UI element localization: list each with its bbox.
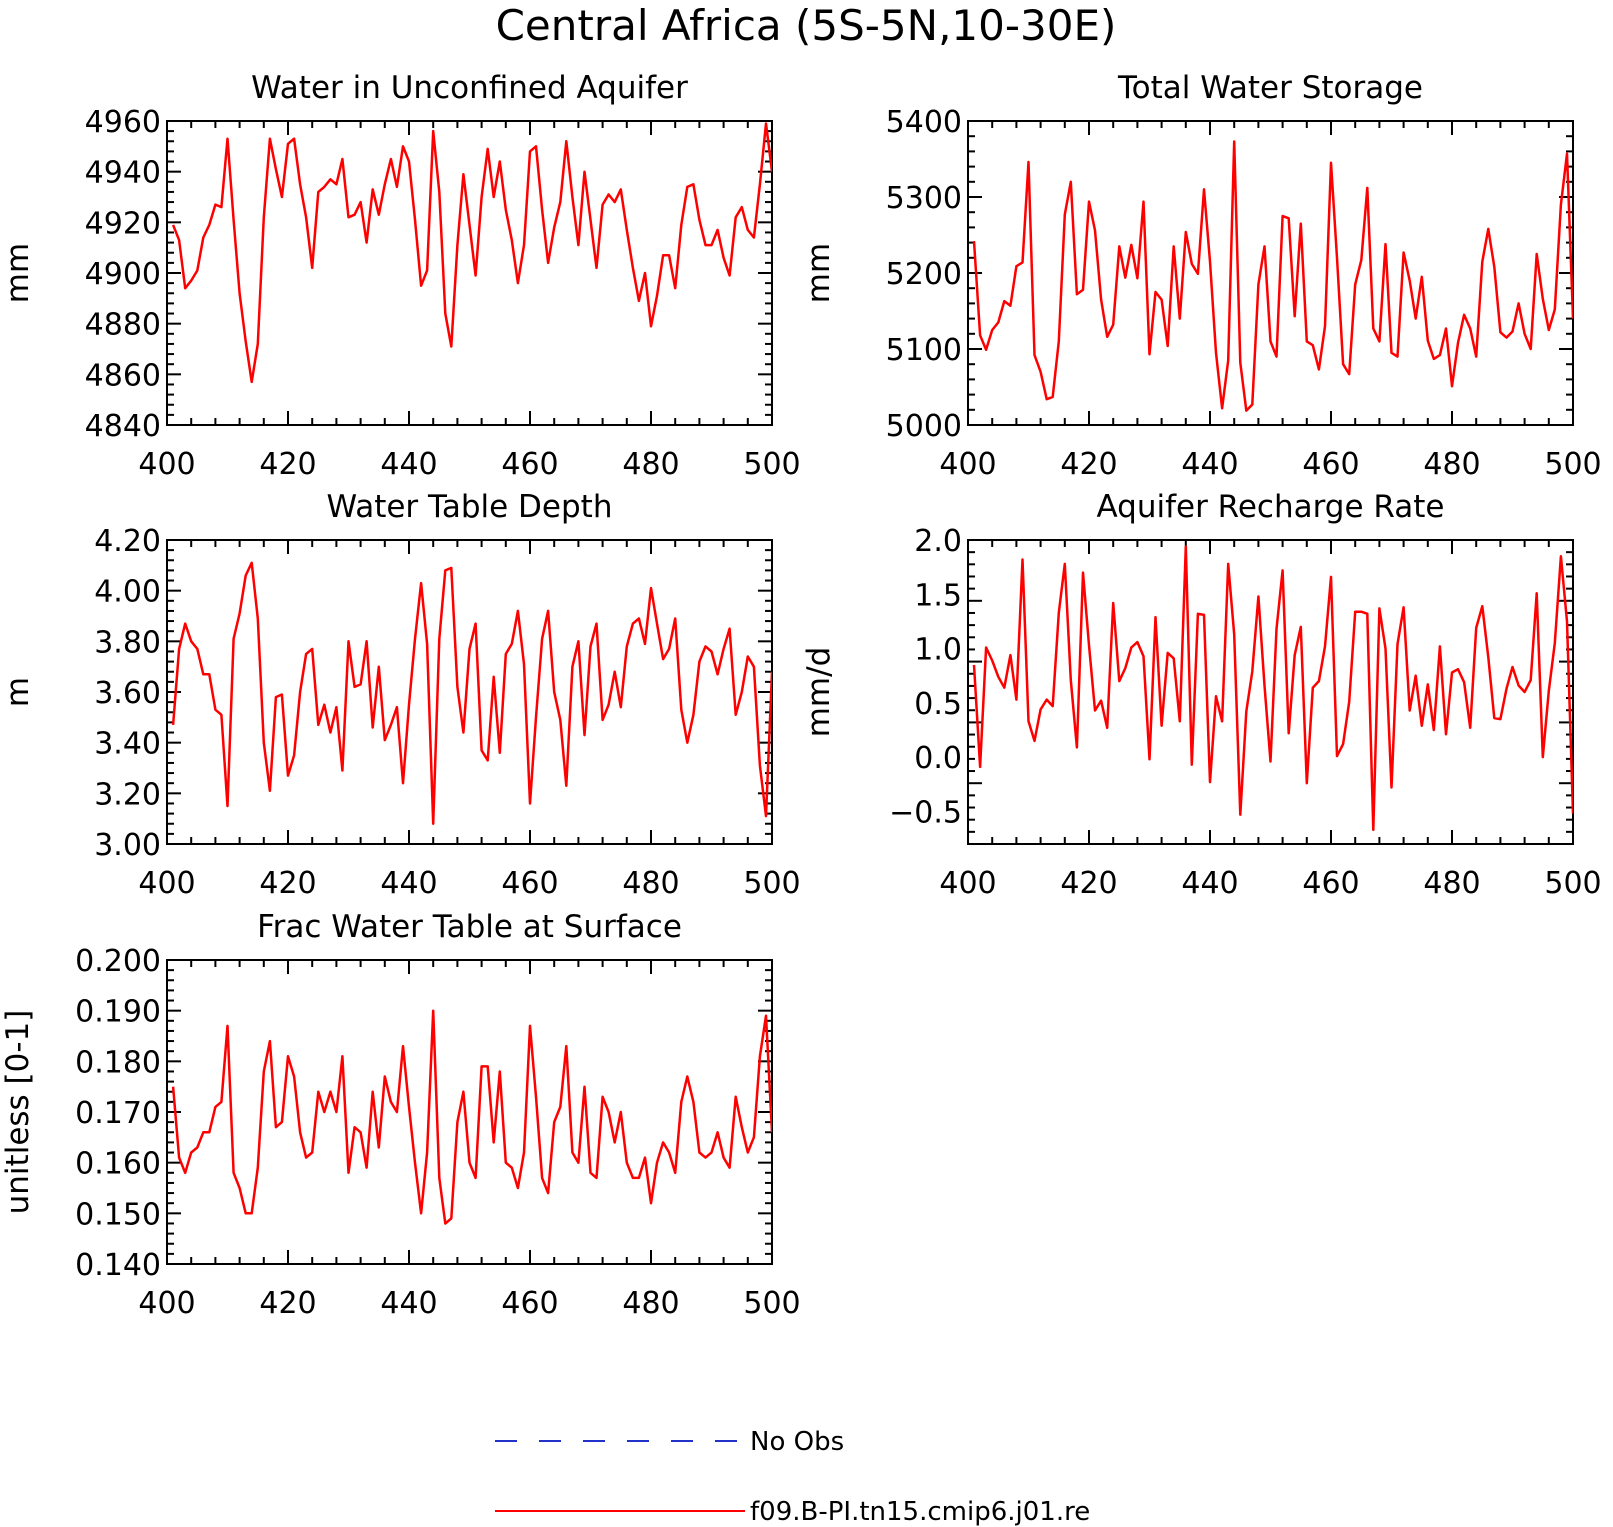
y-axis-label: mm — [0, 243, 36, 303]
y-tick-label: 4960 — [85, 105, 161, 140]
panel-frac-water-table-at-surface: 400 420 440 460 480 500 0.140 0.150 0.160 0.170 0.… — [0, 909, 801, 1321]
y-tick-label: 1.5 — [914, 578, 962, 613]
plot-frame — [166, 120, 773, 426]
series-line — [972, 140, 1573, 412]
x-tick-label: 440 — [380, 866, 437, 901]
y-tick-label: 0.200 — [75, 944, 161, 979]
panel-total-water-storage: 400 420 440 460 480 500 5000 5100 5200 5300 5400 To… — [801, 70, 1602, 482]
y-axis-label: mm/d — [801, 647, 837, 738]
panels: 400 420 440 460 480 500 4840 4860 4880 4900 4920 49… — [0, 70, 1602, 1321]
y-tick-label: 3.80 — [94, 625, 161, 660]
y-tick-label: 0.190 — [75, 995, 161, 1030]
legend: No Obs f09.B-PI.tn15.cmip6.j01.re — [495, 1427, 1090, 1527]
panel-title: Aquifer Recharge Rate — [1097, 489, 1445, 525]
panel-title: Total Water Storage — [1117, 70, 1423, 106]
y-tick-label: 5300 — [886, 181, 962, 216]
panel-title: Water in Unconfined Aquifer — [251, 70, 688, 106]
panel-title: Frac Water Table at Surface — [257, 909, 682, 945]
x-tick-label: 500 — [743, 1286, 800, 1321]
x-tick-label: 480 — [1423, 447, 1480, 482]
x-tick-label: 420 — [1060, 866, 1117, 901]
x-tick-label: 400 — [939, 866, 996, 901]
y-tick-label: 0.170 — [75, 1096, 161, 1131]
y-tick-label: 0.0 — [914, 741, 962, 776]
panel-water-in-unconfined-aquifer: 400 420 440 460 480 500 4840 4860 4880 4900 4920 49… — [0, 70, 801, 482]
x-tick-label: 400 — [138, 1286, 195, 1321]
panel-water-table-depth: 400 420 440 460 480 500 3.00 3.20 3.40 3.60 3.80 4.… — [0, 489, 801, 901]
x-tick-label: 400 — [138, 447, 195, 482]
y-tick-label: 0.150 — [75, 1197, 161, 1232]
series-line — [171, 122, 772, 384]
x-tick-label: 480 — [622, 1286, 679, 1321]
y-tick-label: 4.00 — [94, 575, 161, 610]
y-tick-label: 4.20 — [94, 524, 161, 559]
x-tick-label: 460 — [501, 866, 558, 901]
y-axis-label: m — [0, 677, 36, 707]
y-tick-label: −0.5 — [889, 795, 962, 830]
y-tick-label: 4840 — [85, 409, 161, 444]
legend-label-no-obs: No Obs — [750, 1427, 844, 1457]
y-tick-label: 5200 — [886, 257, 962, 292]
x-tick-label: 440 — [380, 1286, 437, 1321]
x-tick-label: 440 — [1181, 866, 1238, 901]
y-tick-label: 0.180 — [75, 1045, 161, 1080]
y-tick-label: 0.5 — [914, 687, 962, 722]
x-tick-label: 400 — [939, 447, 996, 482]
x-tick-label: 440 — [380, 447, 437, 482]
plot-frame — [967, 539, 1574, 845]
x-tick-label: 480 — [622, 447, 679, 482]
y-tick-label: 3.60 — [94, 676, 161, 711]
panel-aquifer-recharge-rate: 400 420 440 460 480 500 −0.5 0.0 0.5 1.0 1.5 2.0 Aqu… — [801, 489, 1602, 901]
x-tick-label: 420 — [1060, 447, 1117, 482]
y-tick-label: 0.140 — [75, 1248, 161, 1283]
y-tick-label: 4860 — [85, 358, 161, 393]
x-tick-label: 460 — [1302, 866, 1359, 901]
y-tick-label: 0.160 — [75, 1147, 161, 1182]
x-tick-label: 420 — [259, 447, 316, 482]
x-tick-label: 420 — [259, 1286, 316, 1321]
y-axis-label: mm — [801, 243, 837, 303]
y-tick-label: 4880 — [85, 308, 161, 343]
x-tick-label: 400 — [138, 866, 195, 901]
series-line — [171, 1009, 772, 1225]
y-axis-label: unitless [0-1] — [0, 1010, 36, 1215]
y-tick-label: 5000 — [886, 409, 962, 444]
y-tick-label: 3.20 — [94, 777, 161, 812]
y-tick-label: 3.00 — [94, 828, 161, 863]
y-tick-label: 2.0 — [914, 524, 962, 559]
x-tick-label: 480 — [1423, 866, 1480, 901]
x-tick-label: 460 — [1302, 447, 1359, 482]
x-tick-label: 460 — [501, 1286, 558, 1321]
y-tick-label: 4900 — [85, 257, 161, 292]
y-tick-label: 5400 — [886, 105, 962, 140]
legend-label-model: f09.B-PI.tn15.cmip6.j01.re — [750, 1497, 1090, 1527]
x-tick-label: 420 — [259, 866, 316, 901]
y-tick-label: 4940 — [85, 156, 161, 191]
x-tick-label: 500 — [1544, 866, 1601, 901]
x-tick-label: 460 — [501, 447, 558, 482]
y-tick-label: 3.40 — [94, 727, 161, 762]
x-tick-label: 500 — [743, 866, 800, 901]
x-tick-label: 500 — [743, 447, 800, 482]
series-line — [972, 545, 1573, 832]
series-line — [171, 561, 772, 825]
x-tick-label: 500 — [1544, 447, 1601, 482]
x-tick-label: 480 — [622, 866, 679, 901]
x-tick-label: 440 — [1181, 447, 1238, 482]
panel-title: Water Table Depth — [327, 489, 613, 525]
y-tick-label: 1.0 — [914, 633, 962, 668]
y-tick-label: 5100 — [886, 333, 962, 368]
figure-title: Central Africa (5S-5N,10-30E) — [496, 1, 1117, 50]
y-tick-label: 4920 — [85, 206, 161, 241]
